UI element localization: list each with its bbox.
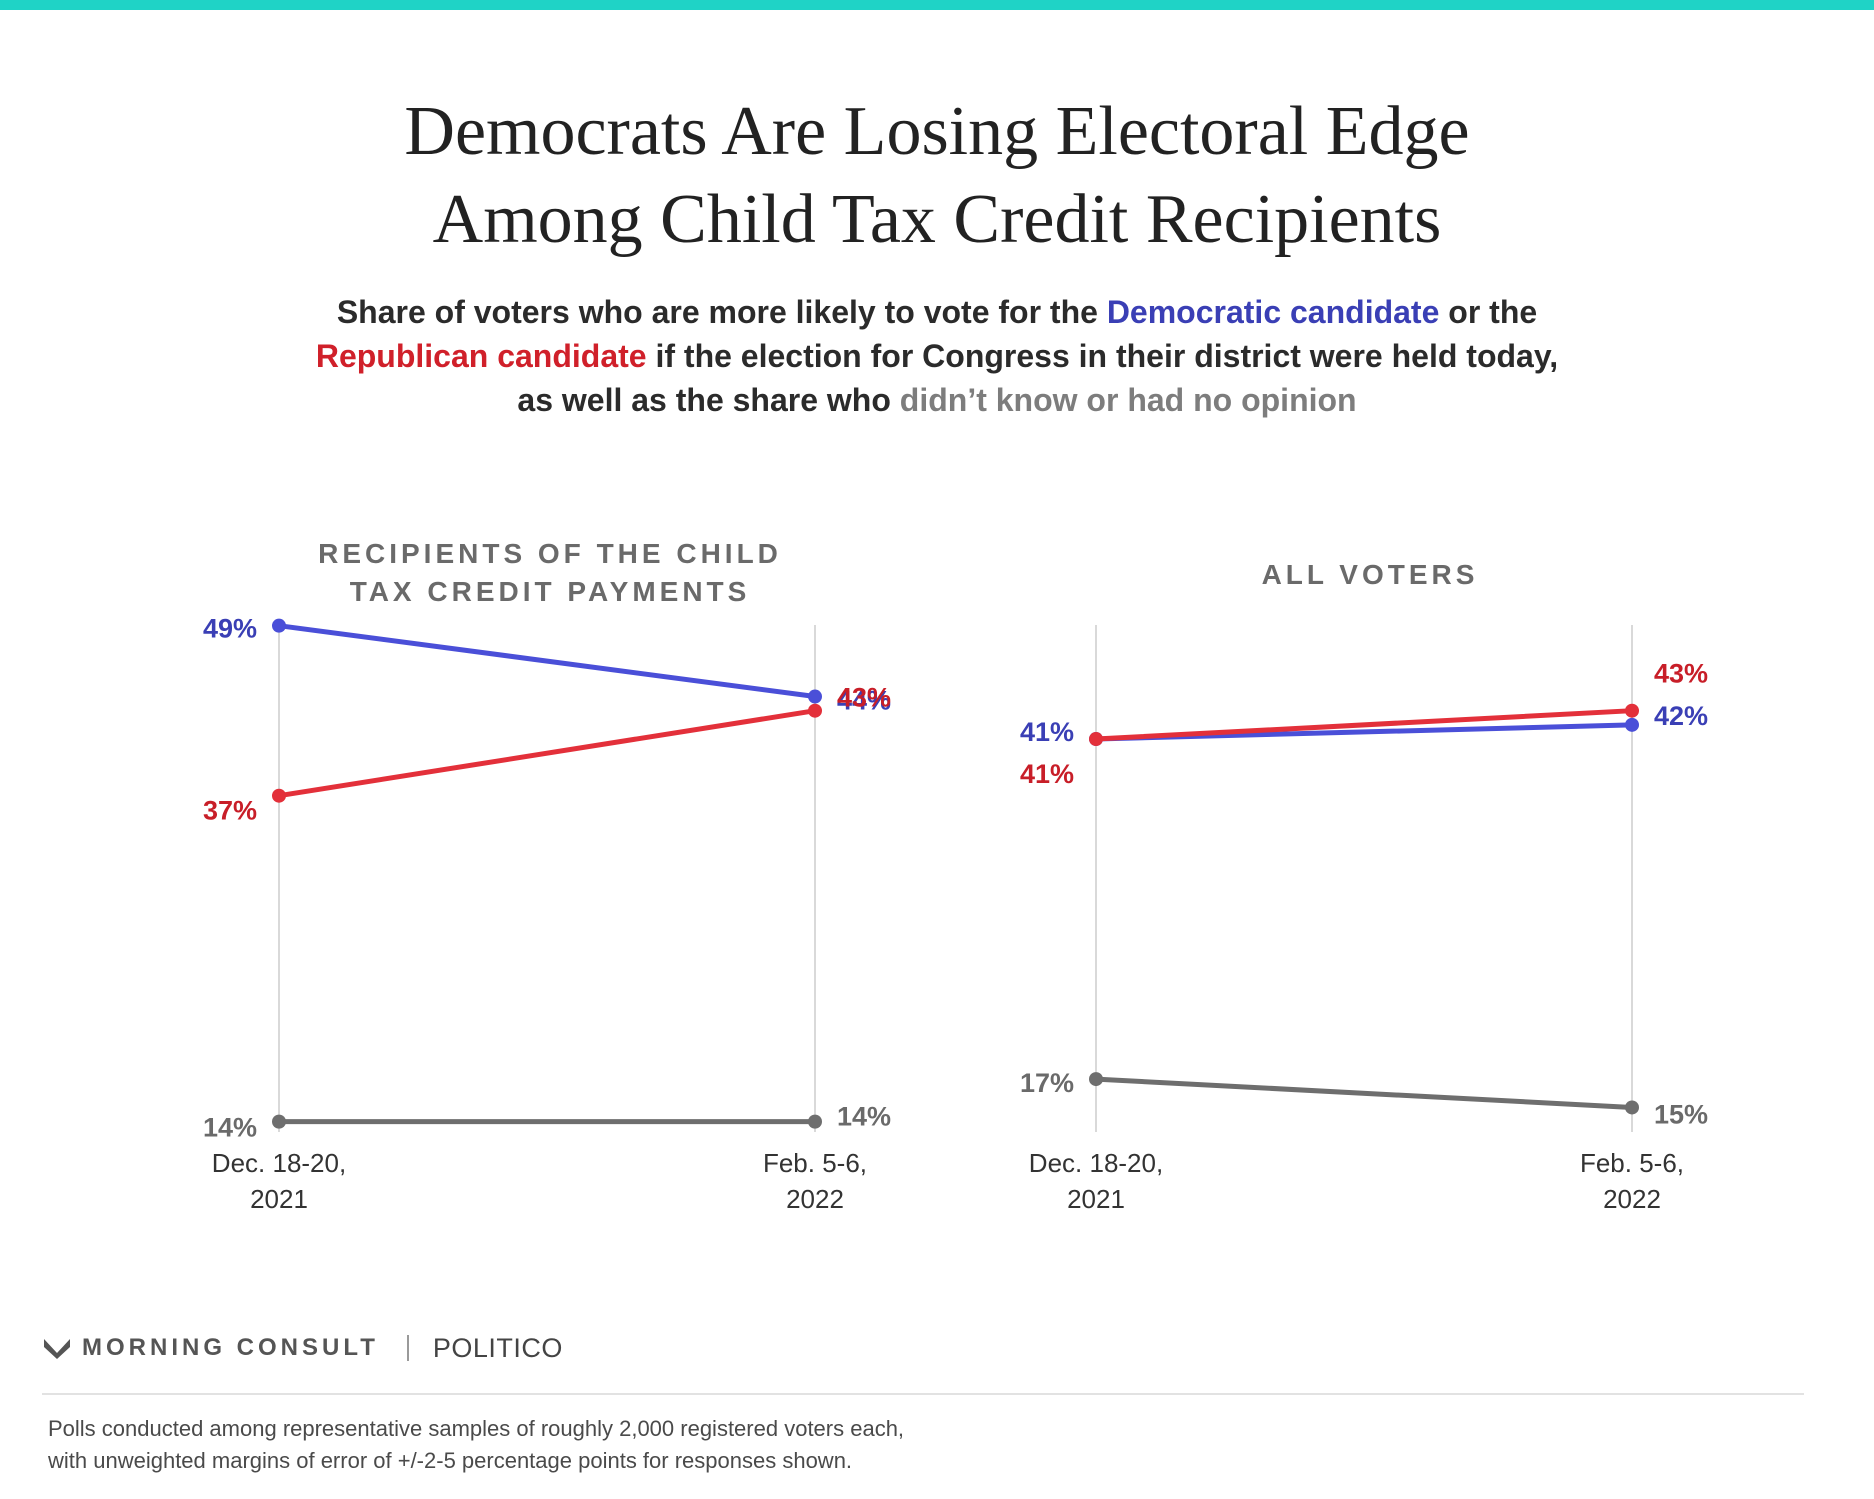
data-point-rep [272,788,286,803]
data-point-rep [1089,732,1103,747]
data-label-rep: 43% [837,683,891,713]
data-label-rep: 43% [1654,659,1708,689]
subtitle-republican-label: Republican candidate [315,338,647,374]
series-line-rep [1093,708,1635,742]
subtitle-text: Share of voters who are more likely to v… [336,294,1107,330]
x-tick-label: Dec. 18-20, 2021 [212,1148,346,1214]
data-point-dem [808,689,822,704]
x-tick-label-line: Dec. 18-20, [212,1148,346,1178]
chart-title-line-2: Among Child Tax Credit Recipients [432,181,1442,258]
morning-consult-logo-icon [44,1339,70,1359]
chart-subtitle: Share of voters who are more likely to v… [0,290,1874,422]
data-point-dem [1625,717,1639,732]
politico-wordmark: POLITICO [432,1332,563,1363]
data-point-dk [1089,1072,1103,1087]
data-label-dem: 42% [1654,701,1708,731]
x-tick-label-line: 2022 [786,1184,844,1214]
x-tick-label-line: 2022 [1603,1184,1661,1214]
x-tick-label: Dec. 18-20, 2021 [1029,1148,1163,1214]
panel-title-all-voters: ALL VOTERS [1060,556,1680,594]
subtitle-line-3: as well as the share who didn’t know or … [0,378,1874,422]
data-label-rep: 41% [1020,759,1074,789]
accent-top-bar [0,0,1874,10]
x-tick-label-line: 2021 [1067,1184,1125,1214]
panel-title-line: TAX CREDIT PAYMENTS [349,576,751,607]
data-label-rep: 37% [203,796,257,826]
chart-title-line-1: Democrats Are Losing Electoral Edge [404,93,1470,170]
slope-charts: Dec. 18-20, 2021 Feb. 5-6, 2022 14% 14% 49% 44%… [203,614,1708,1214]
series-line-dem [276,623,818,700]
data-label-dk: 14% [203,1113,257,1143]
data-label-dem: 44% [837,686,891,716]
data-point-rep [1625,703,1639,718]
footnote: Polls conducted among representative sam… [48,1413,1448,1477]
x-tick-label-line: 2021 [250,1184,308,1214]
brand-separator [406,1335,409,1361]
panel-title-line: RECIPIENTS OF THE CHILD [318,538,782,569]
data-label-dem: 49% [203,614,257,644]
chart-title: Democrats Are Losing Electoral Edge Amon… [0,88,1874,264]
footer-divider [42,1393,1804,1395]
data-point-dk [808,1114,822,1129]
data-label-dk: 14% [837,1102,891,1132]
data-point-dk [272,1114,286,1129]
x-tick-label-line: Dec. 18-20, [1029,1148,1163,1178]
subtitle-text: or the [1439,294,1538,330]
data-point-dk [1625,1100,1639,1115]
subtitle-text: as well as the share who [517,382,900,418]
data-point-dem [272,618,286,633]
x-tick-label-line: Feb. 5-6, [763,1148,867,1178]
subtitle-democratic-label: Democratic candidate [1106,294,1440,330]
brand-footer: MORNING CONSULT POLITICO [42,1330,563,1366]
morning-consult-wordmark: MORNING CONSULT [82,1334,379,1361]
subtitle-line-1: Share of voters who are more likely to v… [0,290,1874,334]
panel-title-line: ALL VOTERS [1261,559,1479,590]
x-tick-label: Feb. 5-6, 2022 [1580,1148,1684,1214]
subtitle-line-2: Republican candidate if the election for… [0,334,1874,378]
x-tick-label-line: Feb. 5-6, [1580,1148,1684,1178]
panel-title-recipients: RECIPIENTS OF THE CHILD TAX CREDIT PAYME… [240,535,860,611]
data-label-dem: 41% [1020,717,1074,747]
subtitle-text: if the election for Congress in their di… [646,338,1559,374]
data-point-rep [808,703,822,718]
x-tick-label: Feb. 5-6, 2022 [763,1148,867,1214]
subtitle-no-opinion-label: didn’t know or had no opinion [899,382,1357,418]
data-label-dk: 17% [1020,1068,1074,1098]
series-line-rep [276,708,818,799]
series-line-dk [1093,1076,1635,1110]
data-label-dk: 15% [1654,1099,1708,1129]
footnote-line-1: Polls conducted among representative sam… [48,1416,905,1441]
footnote-line-2: with unweighted margins of error of +/-2… [48,1448,853,1473]
